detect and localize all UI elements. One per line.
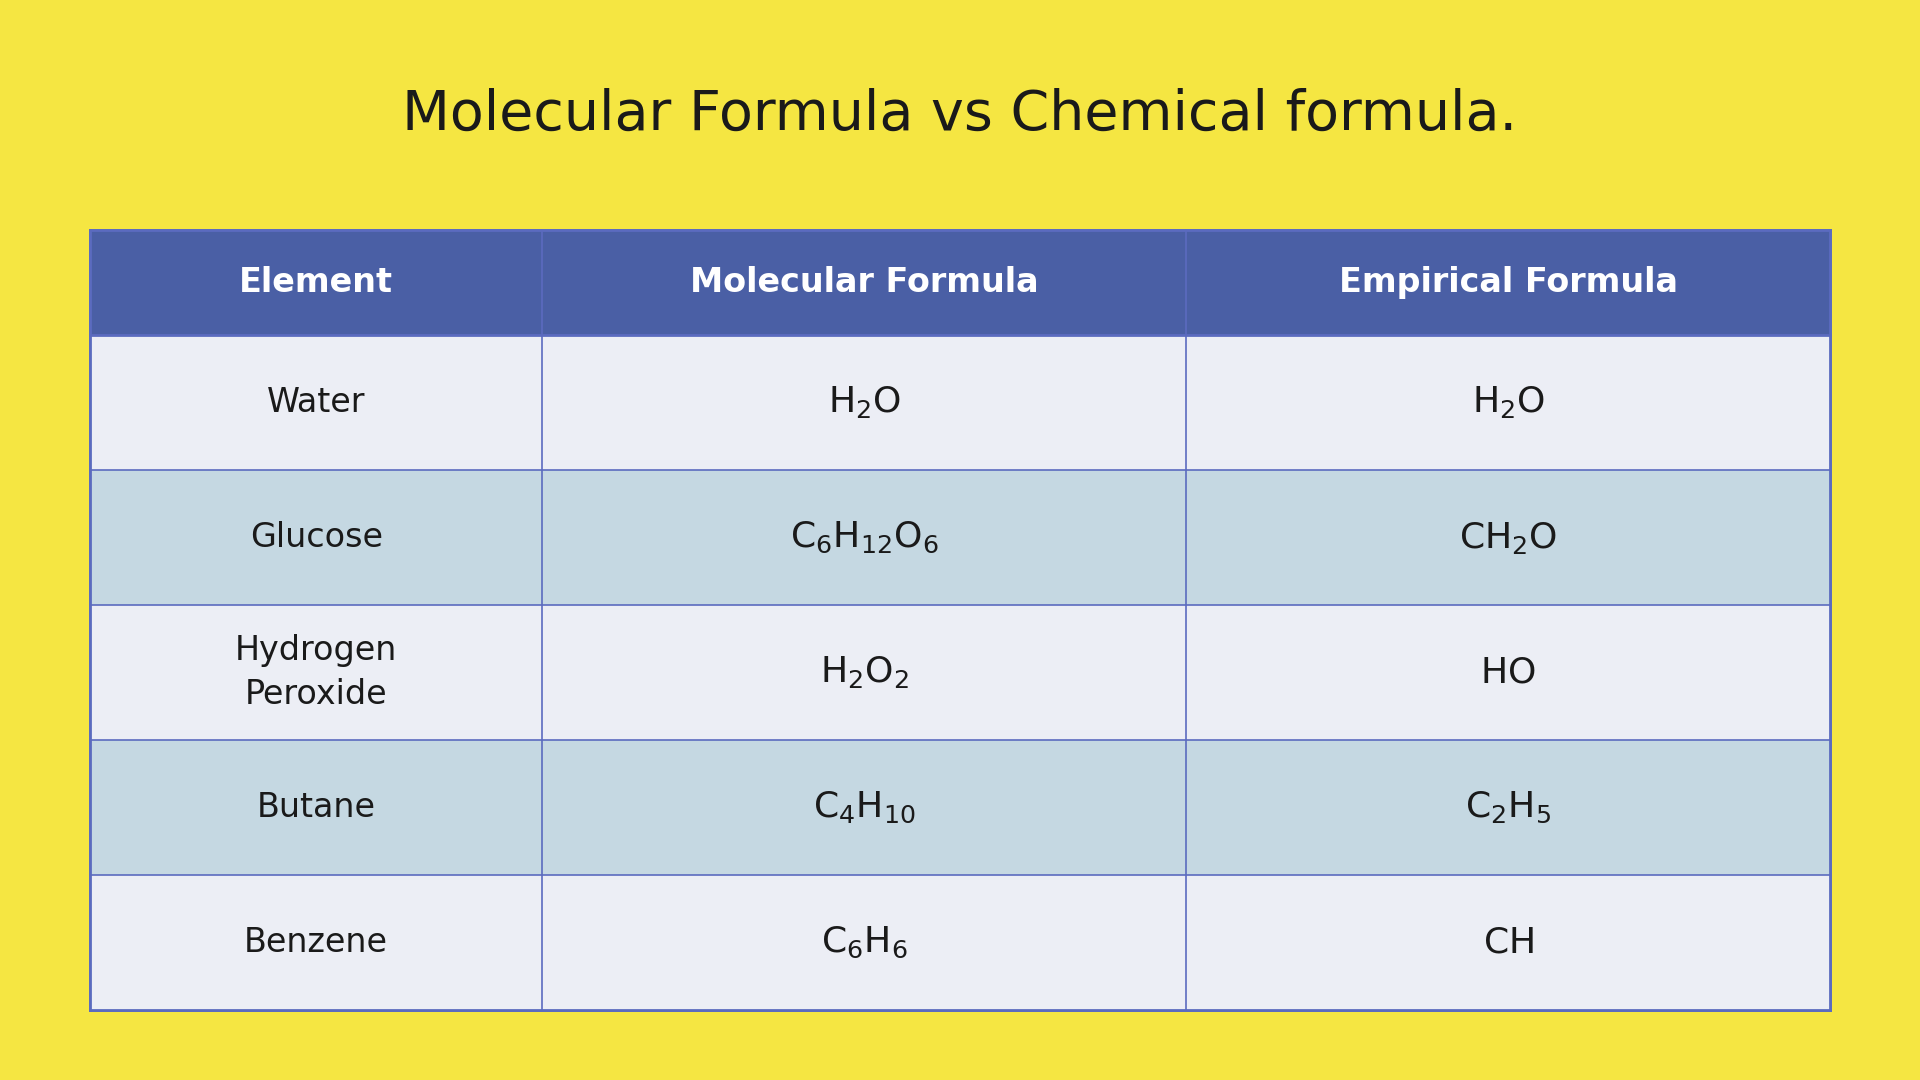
Text: Benzene: Benzene bbox=[244, 926, 388, 959]
Text: $\mathregular{CH}$: $\mathregular{CH}$ bbox=[1482, 926, 1534, 959]
Text: $\mathregular{H_2O}$: $\mathregular{H_2O}$ bbox=[828, 384, 900, 420]
Text: $\mathregular{C_2H_5}$: $\mathregular{C_2H_5}$ bbox=[1465, 789, 1551, 825]
Text: Molecular Formula: Molecular Formula bbox=[689, 266, 1039, 299]
Text: Empirical Formula: Empirical Formula bbox=[1338, 266, 1678, 299]
Text: Element: Element bbox=[240, 266, 394, 299]
Text: $\mathregular{C_4H_{10}}$: $\mathregular{C_4H_{10}}$ bbox=[812, 789, 916, 825]
Bar bbox=[90, 470, 1830, 605]
Bar bbox=[90, 875, 1830, 1010]
Text: Molecular Formula vs Chemical formula.: Molecular Formula vs Chemical formula. bbox=[403, 87, 1517, 141]
Text: $\mathregular{C_6H_{12}O_6}$: $\mathregular{C_6H_{12}O_6}$ bbox=[789, 519, 939, 555]
Bar bbox=[90, 230, 1830, 335]
Text: $\mathregular{H_2O_2}$: $\mathregular{H_2O_2}$ bbox=[820, 654, 908, 690]
Text: $\mathregular{CH_2O}$: $\mathregular{CH_2O}$ bbox=[1459, 519, 1557, 555]
Text: Glucose: Glucose bbox=[250, 521, 382, 554]
Text: Hydrogen
Peroxide: Hydrogen Peroxide bbox=[234, 634, 397, 711]
Text: Water: Water bbox=[267, 386, 365, 419]
Bar bbox=[90, 740, 1830, 875]
Text: $\mathregular{HO}$: $\mathregular{HO}$ bbox=[1480, 656, 1536, 689]
Text: $\mathregular{C_6H_6}$: $\mathregular{C_6H_6}$ bbox=[822, 924, 908, 960]
Text: Butane: Butane bbox=[257, 791, 376, 824]
Bar bbox=[90, 335, 1830, 470]
Bar bbox=[90, 605, 1830, 740]
Text: $\mathregular{H_2O}$: $\mathregular{H_2O}$ bbox=[1471, 384, 1544, 420]
Bar bbox=[90, 230, 1830, 1010]
